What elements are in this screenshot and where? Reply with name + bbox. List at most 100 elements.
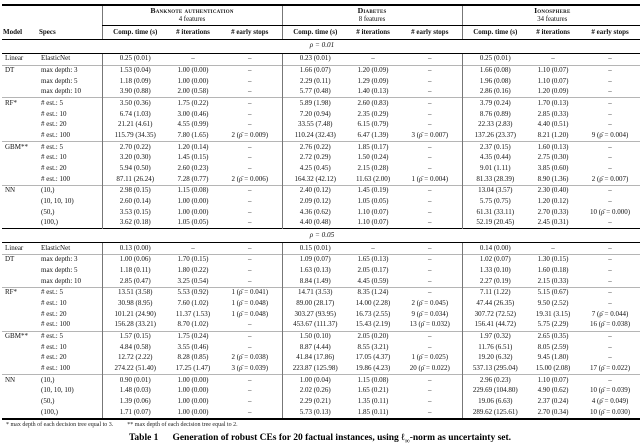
cell-model xyxy=(2,76,38,87)
cell-early-stops: – xyxy=(248,163,252,172)
cell-iterations: 2.00 (0.58) xyxy=(177,87,209,96)
cell-iterations: 15.00 (2.08) xyxy=(535,364,571,373)
cell-early-stops: – xyxy=(608,54,612,63)
cell-iterations: 3.85 (0.60) xyxy=(537,163,569,172)
cell-comp-time: 2.60 (0.14) xyxy=(101,196,168,208)
cell-early-stops: 2 (ρ̄ = 0.045) xyxy=(411,299,449,308)
dataset-name: Banknote authentication xyxy=(150,6,234,15)
col-header-early-stops: # early stops xyxy=(398,25,463,40)
cell-comp-time: 5.94 (0.50) xyxy=(101,163,168,175)
cell-iterations: 1.40 (0.13) xyxy=(357,87,389,96)
cell-early-stops: – xyxy=(608,109,612,118)
cell-early-stops: – xyxy=(248,218,252,227)
cell-comp-time: 1.71 (0.07) xyxy=(101,407,168,419)
cell-comp-time: 1.09 (0.07) xyxy=(281,253,349,266)
cell-iterations: 8.28 (0.85) xyxy=(177,353,209,362)
cell-early-stops: – xyxy=(578,141,640,153)
cell-model xyxy=(2,109,38,120)
cell-early-stops: – xyxy=(608,218,612,227)
cell-early-stops: 2 (ρ̄ = 0.006) xyxy=(231,174,269,183)
cell-comp-time: 8.87 (4.44) xyxy=(281,342,349,353)
cell-iterations: – xyxy=(551,243,555,252)
dataset-header-spacer xyxy=(2,5,102,26)
cell-early-stops: – xyxy=(248,109,252,118)
cell-early-stops: – xyxy=(248,54,252,63)
table-row: DT max depth: 3 1.53 (0.04) 1.00 (0.00) –1.6… xyxy=(2,64,640,77)
table-row: RF* # est.: 5 3.50 (0.36) 1.75 (0.22) –5.89 … xyxy=(2,97,640,110)
cell-iterations: 11.37 (1.53) xyxy=(175,309,211,318)
cell-spec: max depth: 5 xyxy=(41,76,78,85)
cell-spec: # est.: 20 xyxy=(41,163,67,172)
cell-early-stops: – xyxy=(248,407,252,416)
cell-early-stops: – xyxy=(248,120,252,129)
cell-spec: (100,) xyxy=(41,407,58,416)
cell-early-stops: – xyxy=(428,396,432,405)
cell-early-stops: – xyxy=(608,353,612,362)
dataset-feature-count: 34 features xyxy=(537,15,568,23)
cell-model xyxy=(2,353,38,364)
cell-iterations: 3.00 (0.46) xyxy=(177,109,209,118)
cell-iterations: 1.70 (0.13) xyxy=(528,97,579,110)
cell-iterations: 2.45 (0.31) xyxy=(537,218,569,227)
cell-iterations: 17.25 (1.47) xyxy=(175,364,211,373)
cell-iterations: 3.25 (0.54) xyxy=(177,276,209,285)
table-row: (50,) 3.53 (0.15) 1.00 (0.00) – 4.36 (0.62) 1… xyxy=(2,207,640,218)
cell-iterations: 9.45 (1.80) xyxy=(537,353,569,362)
cell-early-stops: – xyxy=(428,207,432,216)
cell-spec: # est.: 100 xyxy=(41,320,70,329)
cell-iterations: 1.80 (0.22) xyxy=(177,266,209,275)
cell-comp-time: 1.66 (0.07) xyxy=(281,64,349,77)
cell-iterations: 17.05 (4.37) xyxy=(355,353,391,362)
cell-comp-time: 2.76 (0.22) xyxy=(281,141,349,153)
table-row: # est.: 100 274.22 (51.40) 17.25 (1.47) 3 (… xyxy=(2,363,640,375)
cell-comp-time: 3.50 (0.36) xyxy=(101,97,168,110)
caption-text-prefix: Generation of robust CEs for 20 factual … xyxy=(172,432,402,443)
cell-iterations: 14.00 (2.28) xyxy=(355,299,391,308)
cell-comp-time: 1.48 (0.03) xyxy=(101,385,168,397)
cell-spec: # est.: 100 xyxy=(41,364,70,373)
cell-iterations: 4.40 (0.51) xyxy=(537,120,569,129)
col-header-model: Model xyxy=(2,25,38,40)
cell-iterations: 1.00 (0.00) xyxy=(168,64,218,77)
cell-early-stops: 4 (ρ̄ = 0.049) xyxy=(591,396,629,405)
cell-iterations: 1.00 (0.00) xyxy=(177,386,209,395)
table-row: # est.: 10 3.20 (0.30) 1.45 (0.15) – 2.72 (0… xyxy=(2,152,640,164)
col-header-comp-time: Comp. time (s) xyxy=(461,25,529,40)
table-row: # est.: 100 87.11 (26.24) 7.28 (0.77) 2 (ρ̄… xyxy=(2,174,640,186)
cell-comp-time: 2.27 (0.19) xyxy=(461,276,529,288)
cell-comp-time: 2.72 (0.29) xyxy=(281,152,349,164)
footnote-gbm: ** max depth of each decision tree equal… xyxy=(127,421,238,428)
cell-iterations: 7.28 (0.77) xyxy=(177,174,209,183)
cell-iterations: 1.20 (0.09) xyxy=(348,64,399,77)
cell-iterations: 1.20 (0.09) xyxy=(537,87,569,96)
cell-comp-time: 156.41 (44.72) xyxy=(461,319,529,332)
cell-model xyxy=(2,396,38,407)
cell-iterations: – xyxy=(371,54,375,63)
cell-comp-time: 4.25 (0.45) xyxy=(281,163,349,175)
cell-iterations: 1.85 (0.11) xyxy=(357,407,389,416)
cell-comp-time: 1.63 (0.13) xyxy=(281,265,349,277)
cell-spec: # est.: 5 xyxy=(38,330,102,343)
cell-spec: (10, 10, 10) xyxy=(41,386,74,395)
cell-iterations: 2.75 (0.30) xyxy=(537,153,569,162)
table-row: max depth: 10 3.90 (0.88) 2.00 (0.58) – 5.77… xyxy=(2,86,640,98)
cell-early-stops: – xyxy=(428,196,432,205)
cell-comp-time: 4.40 (0.48) xyxy=(281,217,349,229)
cell-comp-time: 4.35 (0.44) xyxy=(461,152,529,164)
cell-comp-time: 1.57 (0.15) xyxy=(101,330,168,343)
cell-comp-time: 4.36 (0.62) xyxy=(281,207,349,218)
cell-model xyxy=(2,276,38,287)
cell-model: RF* xyxy=(2,97,38,110)
table-row: NN (10,) 2.98 (0.15) 1.15 (0.08) –2.40 (0.12… xyxy=(2,184,640,197)
cell-spec: # est.: 10 xyxy=(41,109,67,118)
cell-comp-time: 2.09 (0.12) xyxy=(281,196,349,208)
cell-early-stops: – xyxy=(428,87,432,96)
table-row: Linear ElasticNet 0.25 (0.01) – – 0.23 (0.01)… xyxy=(2,53,640,66)
col-header-early-stops: # early stops xyxy=(218,25,283,40)
cell-early-stops: – xyxy=(428,276,432,285)
dataset-feature-count: 8 features xyxy=(358,15,386,23)
cell-spec: # est.: 5 xyxy=(38,141,102,153)
section-label: ρ = 0.01 xyxy=(2,38,640,54)
cell-comp-time: 2.86 (0.16) xyxy=(461,86,529,98)
cell-iterations: – xyxy=(191,54,195,63)
